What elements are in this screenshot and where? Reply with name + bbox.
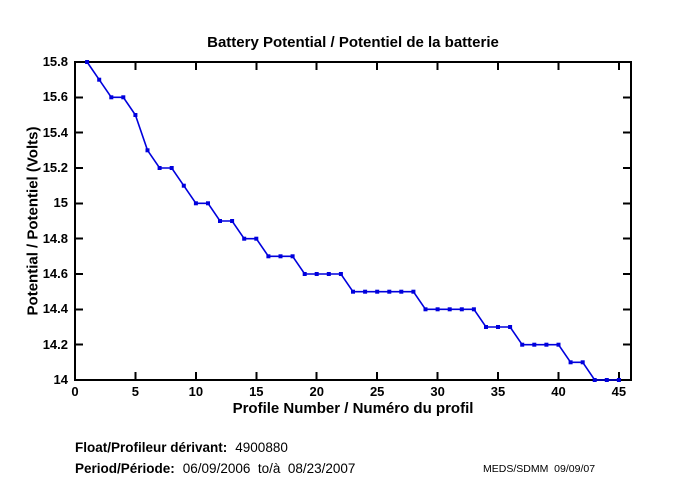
data-point: [181, 183, 186, 188]
data-point: [206, 201, 210, 206]
data-point: [544, 342, 549, 347]
y-tick-label: 15.4: [42, 124, 68, 140]
y-tick-label: 14.6: [42, 266, 68, 281]
x-tick-label: 5: [131, 384, 140, 399]
data-point: [387, 289, 392, 294]
data-point: [218, 219, 222, 223]
data-point: [459, 307, 464, 312]
data-point: [435, 307, 440, 312]
data-point: [326, 272, 331, 276]
data-point: [532, 342, 537, 347]
data-point: [254, 236, 259, 241]
data-point: [447, 307, 452, 312]
y-tick-label: 14.2: [42, 336, 68, 352]
data-point: [85, 60, 90, 64]
data-point: [508, 325, 513, 329]
data-point: [302, 272, 307, 276]
data-point: [230, 219, 235, 223]
x-axis-label: Profile Number / Numéro du profil: [232, 400, 474, 417]
data-point: [556, 342, 561, 347]
data-point: [109, 95, 114, 100]
x-tick-label: 0: [71, 384, 79, 399]
y-tick-label: 14.4: [42, 301, 68, 317]
x-tick-label: 15: [249, 384, 264, 399]
x-tick-label: 10: [188, 384, 204, 399]
x-tick-label: 45: [611, 384, 627, 399]
data-point: [193, 201, 198, 206]
data-point: [411, 289, 416, 294]
data-point: [145, 148, 150, 153]
data-point: [314, 272, 319, 276]
data-point: [471, 307, 476, 312]
period-line: Period/Période: 06/09/2006 to/à 08/23/200…: [75, 461, 355, 476]
y-tick-label: 15.6: [42, 89, 68, 105]
data-line: [86, 61, 619, 381]
y-tick-label: 15.2: [42, 160, 68, 175]
x-tick-label: 20: [309, 384, 324, 399]
data-point: [604, 378, 609, 382]
data-point: [399, 289, 404, 294]
data-point: [169, 166, 174, 170]
data-point: [616, 378, 621, 382]
data-point: [157, 166, 162, 170]
y-tick-label: 14.8: [42, 230, 68, 246]
data-point: [278, 254, 283, 259]
float-id-line: Float/Profileur dérivant: 4900880: [75, 440, 288, 455]
data-point: [496, 325, 500, 329]
y-tick-label: 15.8: [42, 54, 68, 69]
data-point: [423, 307, 428, 312]
period-value: 06/09/2006 to/à 08/23/2007: [182, 461, 356, 476]
data-point: [290, 254, 295, 259]
data-point: [242, 236, 247, 241]
data-point: [338, 272, 343, 276]
data-point: [121, 95, 126, 100]
data-point: [97, 77, 102, 82]
period-label: Period/Période:: [75, 461, 175, 476]
data-point: [363, 289, 368, 294]
data-point: [592, 378, 597, 382]
axes-frame: [74, 61, 632, 381]
credit-text: MEDS/SDMM 09/09/07: [483, 463, 596, 475]
data-point: [580, 360, 585, 365]
y-tick-label: 14: [53, 372, 68, 387]
x-tick-label: 25: [369, 384, 385, 399]
data-point: [484, 325, 488, 329]
data-point: [351, 289, 355, 294]
x-tick-label: 35: [490, 384, 506, 399]
x-tick-label: 30: [430, 384, 445, 399]
data-point: [520, 342, 525, 347]
float-id-value: 4900880: [235, 440, 288, 455]
data-point: [375, 289, 380, 294]
data-point: [568, 360, 573, 365]
data-point: [133, 113, 138, 117]
chart-title: Battery Potential / Potentiel de la batt…: [207, 34, 499, 51]
data-point: [266, 254, 271, 259]
float-id-label: Float/Profileur dérivant:: [75, 440, 228, 455]
y-tick-label: 15: [53, 195, 68, 211]
x-tick-label: 40: [551, 384, 566, 399]
